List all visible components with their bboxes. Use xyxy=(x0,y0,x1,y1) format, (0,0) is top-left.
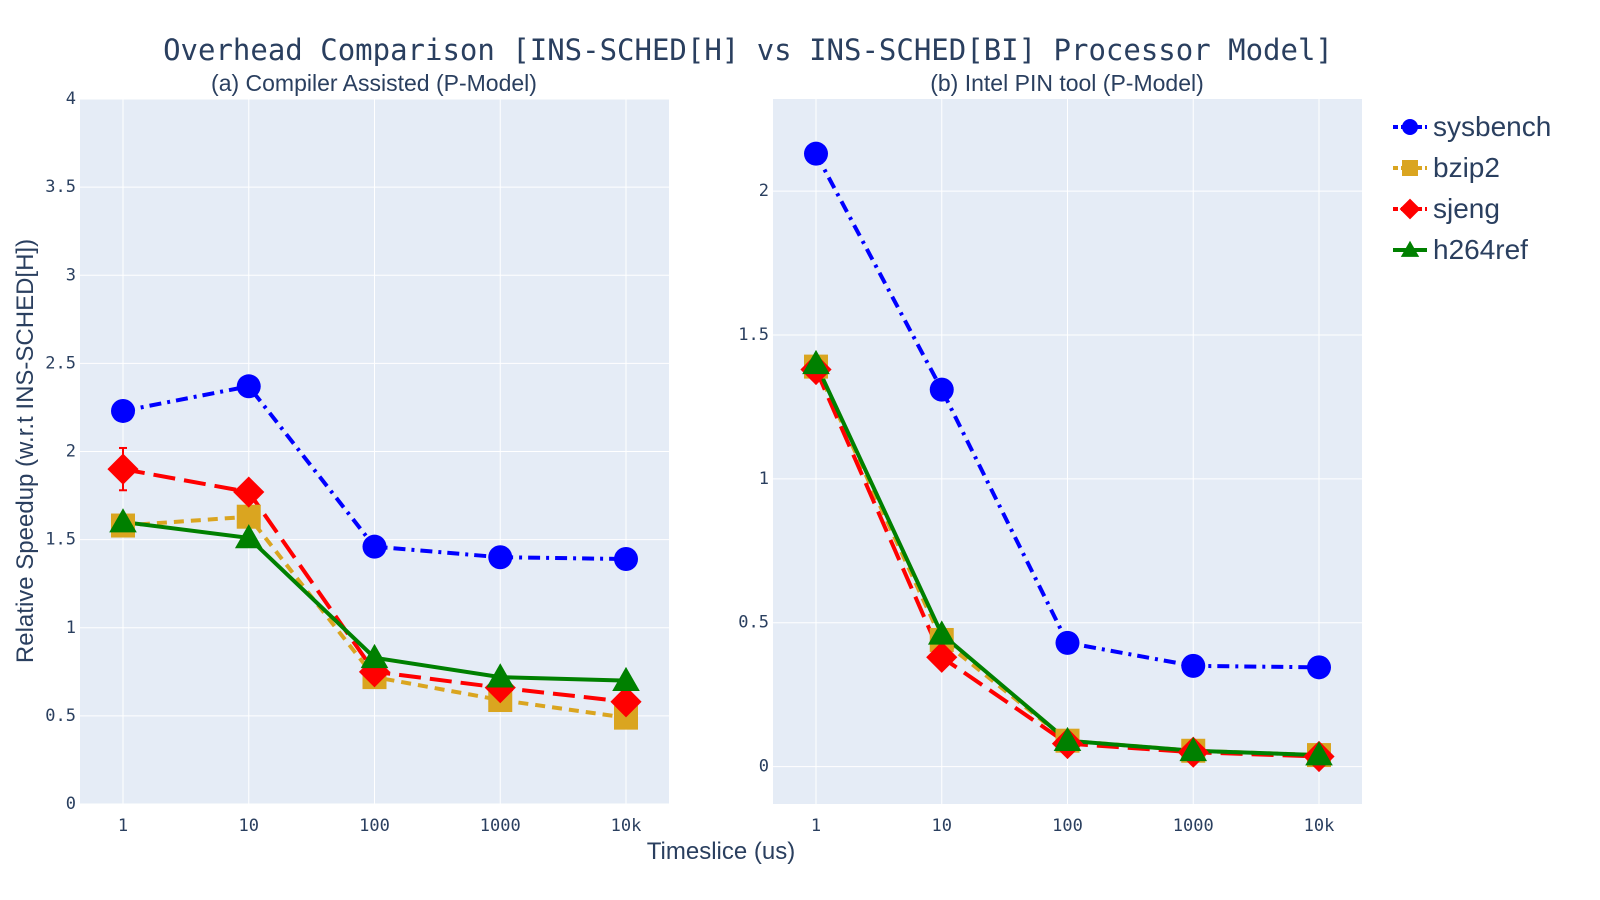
data-point-h264ref xyxy=(1179,736,1208,762)
data-point-h264ref xyxy=(927,620,956,645)
x-tick-label: 10k xyxy=(611,816,642,836)
y-tick-label: 0 xyxy=(66,794,76,814)
legend-marker-sjeng xyxy=(1399,198,1421,220)
data-point-sysbench xyxy=(1307,655,1331,680)
legend-label: sysbench xyxy=(1433,111,1551,142)
legend-item-h264ref[interactable]: h264ref xyxy=(1393,234,1528,265)
data-point-sysbench xyxy=(929,377,954,402)
y-tick-label: 2 xyxy=(66,442,76,462)
data-point-sysbench xyxy=(614,547,638,572)
y-tick-label: 0.5 xyxy=(738,613,769,633)
legend-label: sjeng xyxy=(1433,193,1500,224)
y-tick-label: 2 xyxy=(759,181,769,201)
y-tick-label: 3 xyxy=(66,265,76,285)
legend[interactable]: sysbench bzip2 sjeng h264ref xyxy=(1393,111,1551,265)
data-point-h264ref xyxy=(1305,741,1333,766)
subplot-b-title: (b) Intel PIN tool (P-Model) xyxy=(930,70,1204,96)
data-point-sysbench xyxy=(488,545,513,570)
data-point-h264ref xyxy=(234,524,263,549)
data-point-h264ref xyxy=(1053,726,1082,752)
x-tick-label: 1 xyxy=(118,816,128,836)
y-tick-label: 0 xyxy=(759,757,769,777)
x-tick-label: 1000 xyxy=(1173,816,1214,836)
y-tick-label: 3.5 xyxy=(45,177,76,197)
x-tick-label: 100 xyxy=(1052,816,1083,836)
y-axis-label: Relative Speedup (w.r.t INS-SCHED[H]) xyxy=(12,239,39,663)
y-tick-label: 0.5 xyxy=(45,706,76,726)
y-tick-label: 1 xyxy=(759,469,769,489)
subplot-a-title: (a) Compiler Assisted (P-Model) xyxy=(211,70,537,96)
plot-b: 0 0.5 1 1.5 2 1 10 100 1000 10k xyxy=(738,99,1362,836)
legend-label: h264ref xyxy=(1433,234,1528,265)
y-tick-label: 1.5 xyxy=(45,530,76,550)
legend-item-bzip2[interactable]: bzip2 xyxy=(1393,152,1500,183)
legend-marker-bzip2 xyxy=(1402,160,1418,176)
x-axis-label: Timeslice (us) xyxy=(647,838,795,865)
legend-marker-sysbench xyxy=(1402,119,1418,135)
data-point-h264ref xyxy=(109,508,137,533)
x-tick-label: 1 xyxy=(811,816,821,836)
legend-item-sysbench[interactable]: sysbench xyxy=(1393,111,1551,142)
data-point-sysbench xyxy=(1055,630,1080,655)
data-point-sjeng xyxy=(610,686,642,718)
data-point-sysbench xyxy=(362,534,387,559)
plot-a: 0 0.5 1 1.5 2 2.5 3 3.5 4 1 10 100 1000 10k xyxy=(45,89,669,836)
legend-label: bzip2 xyxy=(1433,152,1500,183)
y-tick-label: 2.5 xyxy=(45,353,76,373)
data-point-sysbench xyxy=(111,398,135,423)
y-tick-label: 4 xyxy=(66,89,76,109)
data-point-h264ref xyxy=(486,663,515,688)
y-tick-label: 1 xyxy=(66,618,76,638)
x-tick-label: 1000 xyxy=(480,816,521,836)
data-point-sjeng xyxy=(233,476,265,508)
data-point-sjeng xyxy=(926,641,958,673)
data-point-h264ref xyxy=(612,666,640,691)
legend-item-sjeng[interactable]: sjeng xyxy=(1393,193,1500,224)
data-point-h264ref xyxy=(802,349,830,375)
data-point-sysbench xyxy=(236,374,261,399)
chart-title: Overhead Comparison [INS-SCHED[H] vs INS… xyxy=(163,33,1333,67)
data-point-sysbench xyxy=(804,141,828,166)
data-point-sjeng xyxy=(107,453,139,485)
x-tick-label: 10k xyxy=(1304,816,1335,836)
data-point-sysbench xyxy=(1181,653,1206,678)
y-tick-label: 1.5 xyxy=(738,325,769,345)
x-tick-label: 10 xyxy=(239,816,259,836)
x-tick-label: 100 xyxy=(359,816,390,836)
legend-marker-h264ref xyxy=(1400,240,1420,257)
data-point-h264ref xyxy=(360,643,389,669)
x-tick-label: 10 xyxy=(932,816,952,836)
